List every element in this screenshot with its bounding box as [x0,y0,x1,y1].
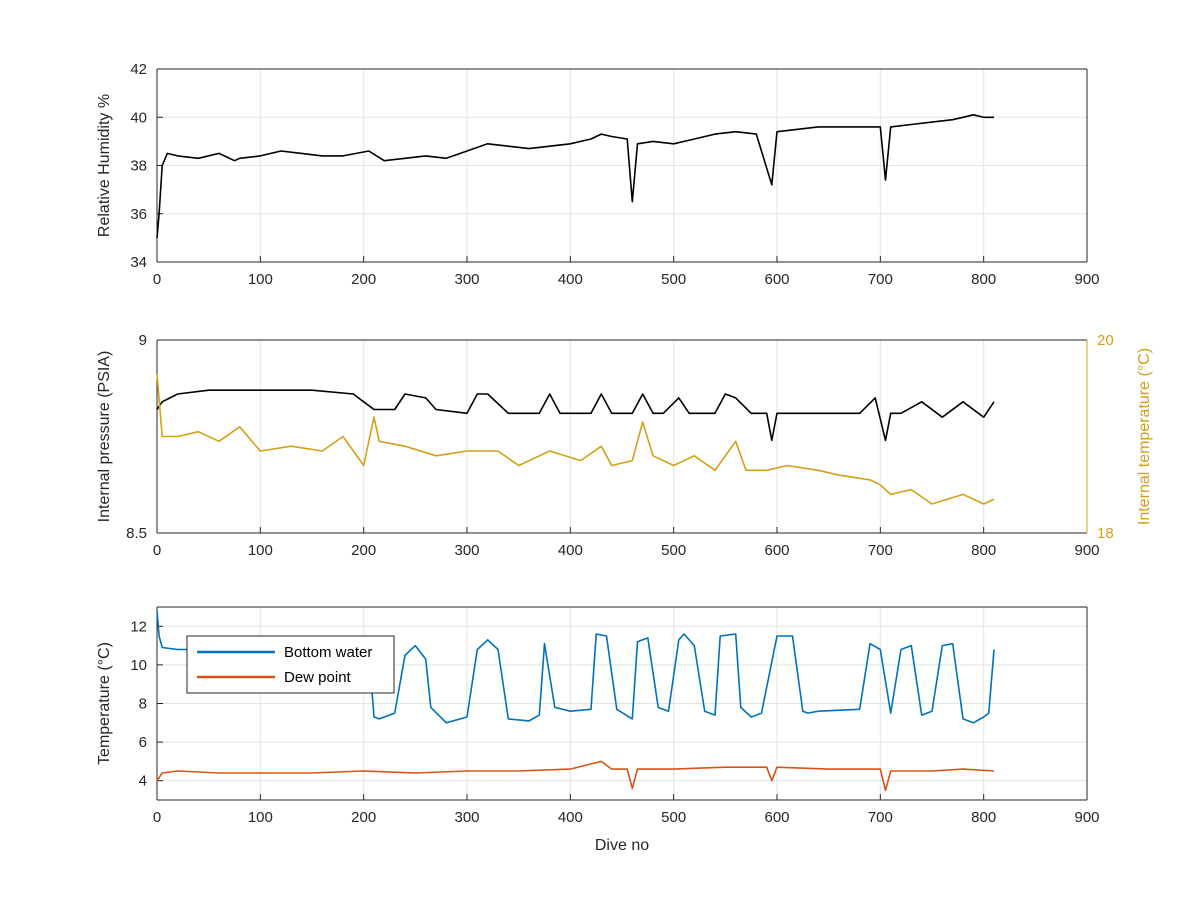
y-tick-label: 34 [130,254,147,271]
legend-box [186,635,395,694]
x-tick-label: 100 [248,542,273,559]
y-tick-label: 40 [130,109,147,126]
x-tick-label: 400 [558,271,583,288]
x-tick-label: 700 [868,809,893,826]
series-line-1 [156,389,995,442]
y-tick-label: 36 [130,206,147,223]
x-tick-label: 500 [661,809,686,826]
x-tick-label: 200 [351,809,376,826]
x-tick-label: 900 [1074,809,1099,826]
legend: Bottom water Dew point [186,635,395,694]
y-right-axis-label: Internal temperature (°C) [1136,348,1153,525]
x-tick-label: 600 [764,271,789,288]
y-axis-label: Temperature (°C) [96,642,113,765]
x-tick-label: 800 [971,809,996,826]
series-line-bottom-water [156,610,995,724]
y-right-tick-label: 20 [1097,332,1114,349]
x-tick-label: 200 [351,542,376,559]
x-tick-label: 700 [868,271,893,288]
x-tick-label: 300 [454,809,479,826]
x-tick-label: 600 [764,542,789,559]
legend-entry: Bottom water [284,644,372,661]
x-tick-label: 0 [153,271,161,288]
y-right-tick-label: 18 [1097,525,1114,542]
series-line-2 [156,373,995,505]
x-tick-label: 900 [1074,271,1099,288]
x-tick-label: 300 [454,271,479,288]
y-tick-label: 10 [130,657,147,674]
y-axis-label: Internal pressure (PSIA) [96,351,113,523]
y-tick-label: 38 [130,158,147,175]
x-tick-label: 600 [764,809,789,826]
y-axis-label: Relative Humidity % [96,94,113,237]
legend-entry: Dew point [284,669,352,686]
x-tick-label: 500 [661,542,686,559]
x-tick-label: 200 [351,271,376,288]
chart-panel-2: 0 100 200 300 400 500 600 700 800 900 8.5 9 18 20 Inte… [96,332,1153,559]
plot-area [157,340,1087,533]
x-tick-label: 500 [661,271,686,288]
x-tick-label: 0 [153,542,161,559]
x-tick-label: 400 [558,542,583,559]
y-tick-label: 4 [139,773,147,790]
y-tick-label: 42 [130,61,147,78]
y-tick-label: 9 [139,332,147,349]
x-tick-label: 900 [1074,542,1099,559]
x-axis-label: Dive no [595,837,649,854]
series-line-dew-point [156,760,995,792]
y-tick-label: 6 [139,734,147,751]
x-tick-label: 800 [971,542,996,559]
series-line-1 [156,114,994,238]
x-tick-label: 400 [558,809,583,826]
y-tick-label: 8.5 [126,525,147,542]
x-tick-label: 100 [248,271,273,288]
x-tick-label: 100 [248,809,273,826]
x-tick-label: 700 [868,542,893,559]
y-tick-label: 8 [139,696,147,713]
x-tick-label: 800 [971,271,996,288]
x-tick-label: 300 [454,542,479,559]
chart-panel-3: 0 100 200 300 400 500 600 700 800 900 4 6 8 10 12 Tempe… [96,606,1100,854]
x-tick-label: 0 [153,809,161,826]
chart-panel-1: 0 100 200 300 400 500 600 700 800 900 34 36 38 40 42 Re… [96,61,1100,288]
y-tick-label: 12 [130,618,147,635]
